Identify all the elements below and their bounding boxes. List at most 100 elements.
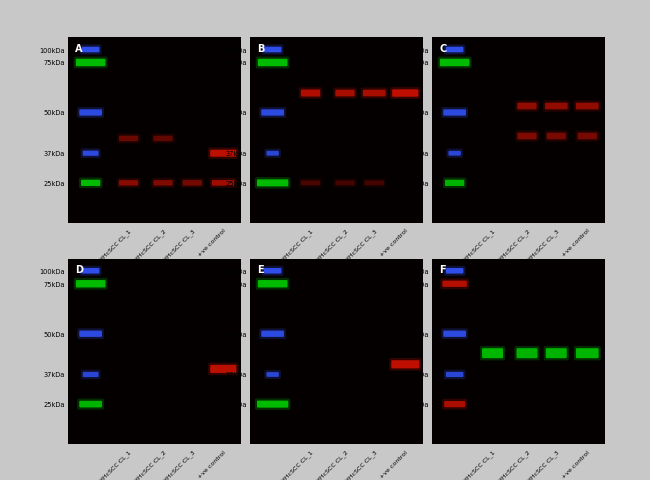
FancyBboxPatch shape xyxy=(578,133,597,140)
FancyBboxPatch shape xyxy=(444,266,465,276)
FancyBboxPatch shape xyxy=(79,331,102,337)
FancyBboxPatch shape xyxy=(258,60,287,67)
FancyBboxPatch shape xyxy=(117,179,140,189)
Text: 37kDa: 37kDa xyxy=(44,151,65,157)
FancyBboxPatch shape xyxy=(443,110,466,116)
FancyBboxPatch shape xyxy=(363,91,385,97)
Text: 100kDa: 100kDa xyxy=(222,268,247,274)
FancyBboxPatch shape xyxy=(210,365,237,373)
Text: 75kDa: 75kDa xyxy=(226,60,247,66)
FancyBboxPatch shape xyxy=(333,179,357,188)
Text: 75kDa: 75kDa xyxy=(44,60,65,66)
Text: A: A xyxy=(75,44,83,54)
FancyBboxPatch shape xyxy=(576,348,599,359)
Text: 25kDa: 25kDa xyxy=(44,180,65,186)
FancyBboxPatch shape xyxy=(517,133,537,140)
FancyBboxPatch shape xyxy=(261,331,284,337)
FancyBboxPatch shape xyxy=(264,268,281,274)
Text: mHHcSCC CL_2: mHHcSCC CL_2 xyxy=(129,228,167,266)
FancyBboxPatch shape xyxy=(575,131,599,142)
FancyBboxPatch shape xyxy=(514,346,539,360)
Text: mHHcSCC CL_3: mHHcSCC CL_3 xyxy=(340,449,378,480)
FancyBboxPatch shape xyxy=(444,46,465,55)
FancyBboxPatch shape xyxy=(117,134,140,144)
Text: mHHcSCC CL_2: mHHcSCC CL_2 xyxy=(129,449,167,480)
Text: mHHcSCC CL_1: mHHcSCC CL_1 xyxy=(276,449,315,480)
FancyBboxPatch shape xyxy=(446,48,463,53)
Text: 75kDa: 75kDa xyxy=(408,281,429,287)
FancyBboxPatch shape xyxy=(257,401,289,408)
FancyBboxPatch shape xyxy=(255,178,291,189)
FancyBboxPatch shape xyxy=(515,101,539,112)
Text: 37kDa: 37kDa xyxy=(44,372,65,378)
FancyBboxPatch shape xyxy=(81,180,100,187)
Text: mHHcSCC CL_1: mHHcSCC CL_1 xyxy=(458,449,497,480)
FancyBboxPatch shape xyxy=(77,108,104,119)
FancyBboxPatch shape xyxy=(301,90,320,97)
FancyBboxPatch shape xyxy=(266,372,279,377)
FancyBboxPatch shape xyxy=(335,91,355,97)
FancyBboxPatch shape xyxy=(76,280,105,288)
Text: mHHcSCC CL_3: mHHcSCC CL_3 xyxy=(158,228,196,266)
Text: 25kDa: 25kDa xyxy=(44,401,65,407)
Text: 50kDa: 50kDa xyxy=(408,331,429,337)
Text: 100kDa: 100kDa xyxy=(404,48,429,53)
Text: E: E xyxy=(257,265,264,275)
FancyBboxPatch shape xyxy=(444,370,465,380)
FancyBboxPatch shape xyxy=(389,358,421,371)
Text: 75kDa: 75kDa xyxy=(408,60,429,66)
Text: 75kDa: 75kDa xyxy=(226,281,247,287)
Text: mHHcSCC CL_1: mHHcSCC CL_1 xyxy=(276,228,315,266)
Text: mHHcSCC CL_3: mHHcSCC CL_3 xyxy=(158,449,196,480)
Text: +ve control: +ve control xyxy=(197,449,227,479)
FancyBboxPatch shape xyxy=(258,280,287,288)
FancyBboxPatch shape xyxy=(153,136,173,142)
Text: 50kDa: 50kDa xyxy=(226,110,247,116)
FancyBboxPatch shape xyxy=(545,131,568,142)
FancyBboxPatch shape xyxy=(82,268,99,274)
Text: mHHcSCC CL_1: mHHcSCC CL_1 xyxy=(458,228,497,266)
FancyBboxPatch shape xyxy=(446,372,463,377)
FancyBboxPatch shape xyxy=(73,278,107,290)
FancyBboxPatch shape xyxy=(79,110,102,116)
FancyBboxPatch shape xyxy=(517,348,538,359)
FancyBboxPatch shape xyxy=(299,179,322,188)
Text: +ve control: +ve control xyxy=(379,449,409,479)
Text: D: D xyxy=(75,265,83,275)
FancyBboxPatch shape xyxy=(81,149,101,159)
FancyBboxPatch shape xyxy=(363,179,386,188)
Text: mHHcSCC CL_2: mHHcSCC CL_2 xyxy=(311,228,349,266)
FancyBboxPatch shape xyxy=(299,88,322,99)
FancyBboxPatch shape xyxy=(183,180,202,186)
Text: mHHcSCC CL_3: mHHcSCC CL_3 xyxy=(522,228,560,266)
FancyBboxPatch shape xyxy=(391,360,419,369)
FancyBboxPatch shape xyxy=(517,104,537,110)
FancyBboxPatch shape xyxy=(210,179,237,189)
FancyBboxPatch shape xyxy=(446,268,463,274)
FancyBboxPatch shape xyxy=(80,46,101,55)
FancyBboxPatch shape xyxy=(361,88,387,99)
Text: 50kDa: 50kDa xyxy=(44,331,65,337)
FancyBboxPatch shape xyxy=(208,148,239,160)
Text: 100kDa: 100kDa xyxy=(222,48,247,53)
Text: +ve control: +ve control xyxy=(379,228,409,258)
Text: 25kDa: 25kDa xyxy=(408,180,429,186)
FancyBboxPatch shape xyxy=(547,133,566,140)
FancyBboxPatch shape xyxy=(79,401,102,408)
FancyBboxPatch shape xyxy=(445,180,464,187)
FancyBboxPatch shape xyxy=(301,181,320,186)
Text: C: C xyxy=(439,44,447,54)
FancyBboxPatch shape xyxy=(443,178,466,189)
FancyBboxPatch shape xyxy=(264,48,281,53)
Text: +ve control: +ve control xyxy=(197,228,227,258)
Text: 37kDa: 37kDa xyxy=(408,151,429,157)
FancyBboxPatch shape xyxy=(574,101,601,112)
Text: 100kDa: 100kDa xyxy=(404,268,429,274)
FancyBboxPatch shape xyxy=(76,60,105,67)
FancyBboxPatch shape xyxy=(441,329,468,339)
FancyBboxPatch shape xyxy=(365,181,384,186)
Text: mHHcSCC CL_3: mHHcSCC CL_3 xyxy=(340,228,378,266)
FancyBboxPatch shape xyxy=(259,329,286,339)
Text: 37kDa: 37kDa xyxy=(408,372,429,378)
FancyBboxPatch shape xyxy=(77,399,104,410)
